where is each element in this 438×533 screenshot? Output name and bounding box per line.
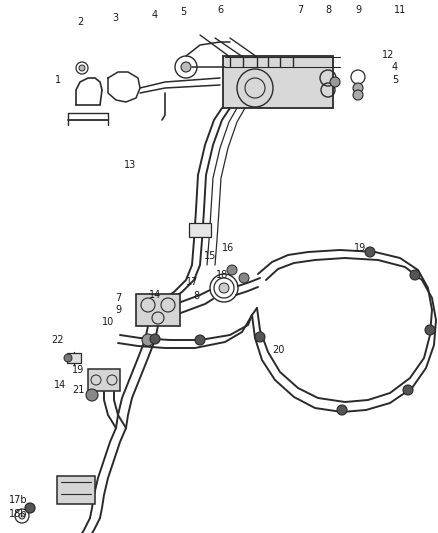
Bar <box>67 353 81 363</box>
Text: 18: 18 <box>216 270 228 280</box>
Text: 9: 9 <box>355 5 361 15</box>
Text: 21: 21 <box>72 385 84 395</box>
Circle shape <box>255 332 265 342</box>
Circle shape <box>150 334 160 344</box>
Text: 16: 16 <box>222 243 234 253</box>
Text: 19: 19 <box>72 365 84 375</box>
Text: 5: 5 <box>392 75 398 85</box>
Text: 9: 9 <box>115 305 121 315</box>
Circle shape <box>219 283 229 293</box>
Text: 12: 12 <box>382 50 394 60</box>
Bar <box>88 369 120 391</box>
Circle shape <box>25 503 35 513</box>
Text: 15: 15 <box>204 251 216 261</box>
Text: 7: 7 <box>297 5 303 15</box>
Circle shape <box>365 247 375 257</box>
Circle shape <box>181 62 191 72</box>
Text: 1: 1 <box>55 75 61 85</box>
Text: 5: 5 <box>180 7 186 17</box>
Text: 14: 14 <box>149 290 161 300</box>
Text: 8: 8 <box>325 5 331 15</box>
Text: 3: 3 <box>112 13 118 23</box>
Circle shape <box>353 83 363 93</box>
Text: 6: 6 <box>217 5 223 15</box>
Text: 4: 4 <box>152 10 158 20</box>
Circle shape <box>410 270 420 280</box>
Bar <box>189 223 211 237</box>
Text: 14: 14 <box>54 380 66 390</box>
Circle shape <box>195 335 205 345</box>
Text: 22: 22 <box>52 335 64 345</box>
Text: 10: 10 <box>102 317 114 327</box>
Text: 20: 20 <box>272 345 284 355</box>
Circle shape <box>239 273 249 283</box>
Text: 17: 17 <box>186 277 198 287</box>
Bar <box>136 294 180 326</box>
Text: 18b: 18b <box>9 509 27 519</box>
Circle shape <box>337 405 347 415</box>
Circle shape <box>64 354 72 362</box>
Circle shape <box>227 265 237 275</box>
Circle shape <box>425 325 435 335</box>
Text: 8: 8 <box>193 291 199 301</box>
Text: 13: 13 <box>124 160 136 170</box>
Bar <box>223 56 333 108</box>
Text: 17b: 17b <box>9 495 27 505</box>
Circle shape <box>353 90 363 100</box>
Text: 19: 19 <box>354 243 366 253</box>
Circle shape <box>86 389 98 401</box>
Text: 4: 4 <box>392 62 398 72</box>
Text: 11: 11 <box>394 5 406 15</box>
Circle shape <box>19 513 25 519</box>
Text: 7: 7 <box>115 293 121 303</box>
Circle shape <box>330 77 340 87</box>
Bar <box>57 476 95 504</box>
Circle shape <box>142 334 154 346</box>
Circle shape <box>403 385 413 395</box>
Text: 2: 2 <box>77 17 83 27</box>
Circle shape <box>79 65 85 71</box>
